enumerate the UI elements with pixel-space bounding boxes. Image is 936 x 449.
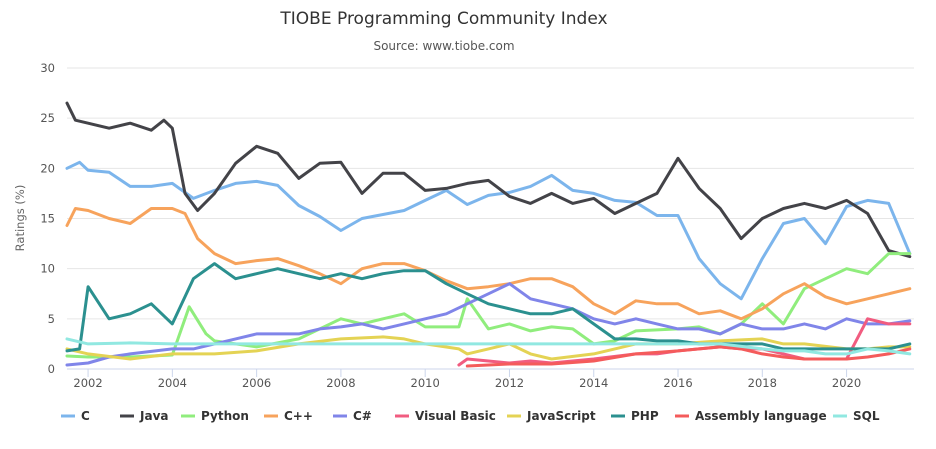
chart-title: TIOBE Programming Community Index [279,9,607,29]
legend-label: Python [201,409,249,423]
x-tick-label: 2010 [411,376,440,390]
legend-label: C [81,409,90,423]
x-tick-label: 2014 [579,376,608,390]
y-axis: 0 5 10 15 20 25 30 [40,61,55,376]
series-lines [65,101,912,368]
legend-label: SQL [853,409,880,423]
legend-label: PHP [631,409,659,423]
series-line-assembly-language[interactable] [465,345,912,368]
legend: C Java Python C++ C# Visual Basic JavaScript PH… [61,409,880,423]
y-tick-label: 30 [40,61,55,75]
legend-item-sql[interactable]: SQL [833,409,880,423]
x-tick-label: 2018 [748,376,777,390]
y-tick-label: 5 [48,312,55,326]
x-tick-label: 2016 [663,376,692,390]
legend-label: Visual Basic [415,409,496,423]
grid-lines [67,67,914,370]
series-line-python[interactable] [65,252,912,359]
legend-label: Java [139,409,168,423]
x-tick-label: 2008 [326,376,355,390]
legend-item-c[interactable]: C++ [264,409,313,423]
x-tick-label: 2002 [73,376,102,390]
legend-label: C# [353,409,372,423]
legend-label: Assembly language [695,409,827,423]
y-tick-label: 25 [40,111,55,125]
y-axis-title: Ratings (%) [13,185,27,252]
y-tick-label: 20 [40,161,55,175]
legend-item-visual-basic[interactable]: Visual Basic [395,409,496,423]
series-line-c[interactable] [65,282,912,367]
legend-item-java[interactable]: Java [120,409,168,423]
legend-item-assembly-language[interactable]: Assembly language [675,409,827,423]
y-tick-label: 15 [40,212,55,226]
y-tick-label: 10 [40,262,55,276]
series-line-sql[interactable] [65,337,912,356]
legend-item-php[interactable]: PHP [611,409,659,423]
x-axis: 2002 2004 2006 2008 2010 2012 2014 2016 2018 2020 [73,369,861,390]
series-line-c[interactable] [65,160,912,301]
legend-item-javascript[interactable]: JavaScript [507,409,596,423]
x-tick-label: 2020 [832,376,861,390]
legend-label: JavaScript [526,409,596,423]
x-tick-label: 2004 [158,376,187,390]
chart-subtitle: Source: www.tiobe.com [373,39,514,53]
series-line-java[interactable] [65,101,912,259]
x-tick-label: 2012 [495,376,524,390]
series-line-php[interactable] [65,262,912,353]
legend-item-c[interactable]: C [61,409,90,423]
legend-label: C++ [284,409,313,423]
series-line-c[interactable] [65,207,912,321]
legend-item-python[interactable]: Python [181,409,249,423]
x-tick-label: 2006 [242,376,271,390]
legend-item-c[interactable]: C# [333,409,372,423]
y-tick-label: 0 [48,362,55,376]
